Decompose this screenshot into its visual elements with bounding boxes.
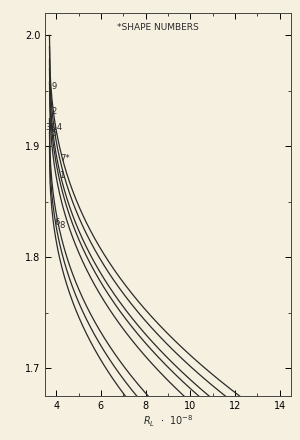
X-axis label: $R_L$  $\cdot$  $10^{-8}$: $R_L$ $\cdot$ $10^{-8}$ — [143, 414, 193, 429]
Text: 6: 6 — [54, 218, 59, 227]
Text: 8: 8 — [59, 221, 65, 230]
Text: 2: 2 — [51, 106, 56, 116]
Text: *SHAPE NUMBERS: *SHAPE NUMBERS — [117, 23, 199, 32]
Text: 9: 9 — [51, 82, 56, 91]
Text: 5: 5 — [51, 129, 56, 138]
Text: 3&4: 3&4 — [45, 123, 63, 132]
Text: 1: 1 — [59, 171, 65, 180]
Text: 7*: 7* — [61, 154, 70, 163]
